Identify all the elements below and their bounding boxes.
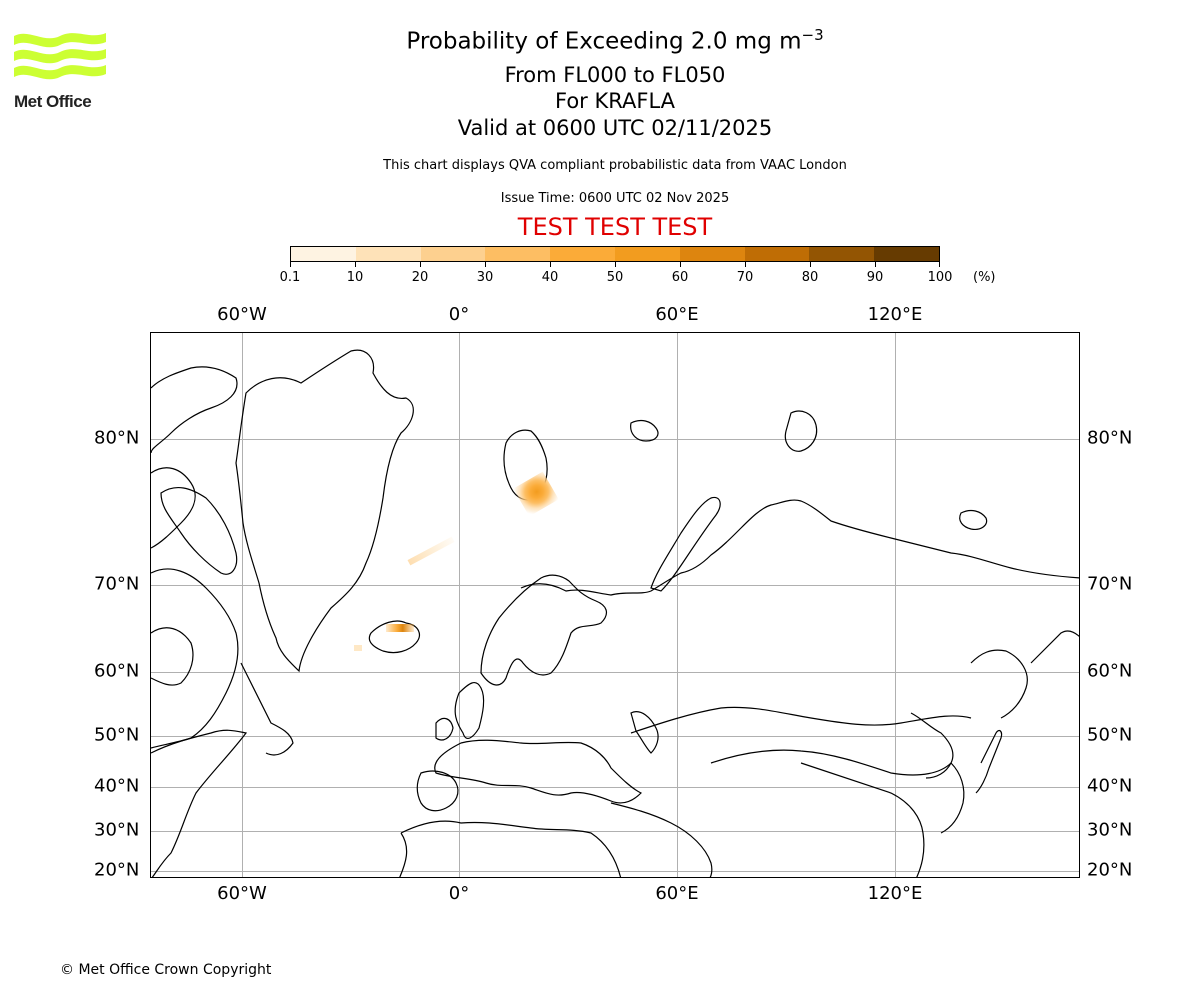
colorbar-label: 80: [801, 270, 819, 285]
gridline-lat: [151, 585, 1079, 586]
gridline-lat: [151, 439, 1079, 440]
colorbar-label: 50: [606, 270, 624, 285]
colorbar-tick: [939, 262, 940, 267]
colorbar-tick: [485, 262, 486, 267]
lat-label-left: 30°N: [94, 819, 140, 841]
colorbar-tick: [550, 262, 551, 267]
colorbar-tick: [810, 262, 811, 267]
lat-label-right: 80°N: [1087, 427, 1133, 449]
met-office-waves-icon: [14, 33, 106, 80]
lat-label-right: 40°N: [1087, 775, 1133, 797]
chart-title: Probability of Exceeding 2.0 mg m−3: [0, 26, 1200, 55]
greenland-outline: [235, 349, 414, 673]
colorbar-segment: [355, 247, 421, 261]
copyright-notice: © Met Office Crown Copyright: [60, 962, 272, 978]
gridline-lon: [459, 333, 460, 877]
colorbar: [290, 246, 940, 262]
colorbar-label: 90: [866, 270, 884, 285]
lon-label-bottom: 60°W: [217, 883, 267, 904]
gridline-lat: [151, 736, 1079, 737]
gridline-lat: [151, 672, 1079, 673]
chart-description: This chart displays QVA compliant probab…: [383, 158, 847, 173]
colorbar-segment: [291, 247, 356, 261]
colorbar-label: 10: [346, 270, 364, 285]
gridline-lon: [677, 333, 678, 877]
colorbar-tick: [680, 262, 681, 267]
colorbar-label: 20: [411, 270, 429, 285]
lat-label-right: 30°N: [1087, 819, 1133, 841]
met-office-logo: Met Office: [14, 30, 109, 112]
flight-levels: From FL000 to FL050: [504, 63, 726, 87]
colorbar-tick: [290, 262, 291, 267]
gridline-lat: [151, 831, 1079, 832]
colorbar-tick: [355, 262, 356, 267]
colorbar-label: 30: [476, 270, 494, 285]
lat-label-right: 70°N: [1087, 573, 1133, 595]
gridline-lon: [895, 333, 896, 877]
lat-label-left: 80°N: [94, 427, 140, 449]
lat-label-right: 20°N: [1087, 859, 1133, 881]
lat-label-left: 20°N: [94, 859, 140, 881]
gridline-lat: [151, 871, 1079, 872]
russia-arctic-coast: [520, 499, 1079, 596]
lat-label-left: 40°N: [94, 775, 140, 797]
colorbar-segment: [679, 247, 745, 261]
title-exponent: −3: [801, 26, 824, 44]
iceland-outline: [368, 620, 420, 654]
colorbar-label: 60: [671, 270, 689, 285]
lat-label-left: 70°N: [94, 573, 140, 595]
lat-label-left: 50°N: [94, 724, 140, 746]
logo-text: Met Office: [14, 92, 92, 111]
test-banner: TEST TEST TEST: [517, 213, 713, 241]
colorbar-tick: [615, 262, 616, 267]
novaya-zemlya-outline: [650, 496, 721, 592]
colorbar-segment: [420, 247, 486, 261]
scandinavia-outline: [480, 574, 608, 686]
lon-label-top: 120°E: [867, 304, 923, 325]
canadian-arctic-outline: [151, 366, 238, 454]
volcano-name: For KRAFLA: [555, 89, 675, 113]
colorbar-tick: [420, 262, 421, 267]
gridline-lon: [242, 333, 243, 877]
lon-label-top: 60°W: [217, 304, 267, 325]
colorbar-segment: [614, 247, 680, 261]
lon-label-top: 60°E: [655, 304, 699, 325]
colorbar-unit: (%): [973, 270, 996, 285]
colorbar-segment: [550, 247, 615, 261]
lon-label-top: 0°: [448, 304, 470, 325]
ash-patch-sw-iceland: [354, 645, 362, 651]
issue-time: Issue Time: 0600 UTC 02 Nov 2025: [500, 191, 730, 206]
colorbar-segment: [874, 247, 939, 261]
lat-label-left: 60°N: [94, 660, 140, 682]
colorbar-segment: [809, 247, 875, 261]
colorbar-label: 0.1: [279, 270, 301, 285]
colorbar-label: 100: [927, 270, 953, 285]
gridline-lat: [151, 787, 1079, 788]
colorbar-tick: [745, 262, 746, 267]
colorbar-segment: [485, 247, 551, 261]
british-isles-outline: [454, 681, 485, 740]
colorbar-label: 40: [541, 270, 559, 285]
ash-patch-iceland: [386, 624, 414, 632]
colorbar-segment: [744, 247, 810, 261]
valid-time: Valid at 0600 UTC 02/11/2025: [457, 116, 773, 140]
lat-label-right: 50°N: [1087, 724, 1133, 746]
colorbar-label: 70: [736, 270, 754, 285]
lon-label-bottom: 120°E: [867, 883, 923, 904]
lat-label-right: 60°N: [1087, 660, 1133, 682]
map-panel[interactable]: [150, 332, 1080, 878]
coastlines: [151, 349, 1079, 877]
title-main: Probability of Exceeding 2.0 mg m: [406, 28, 802, 55]
colorbar-tick: [875, 262, 876, 267]
lon-label-bottom: 60°E: [655, 883, 699, 904]
lon-label-bottom: 0°: [448, 883, 470, 904]
